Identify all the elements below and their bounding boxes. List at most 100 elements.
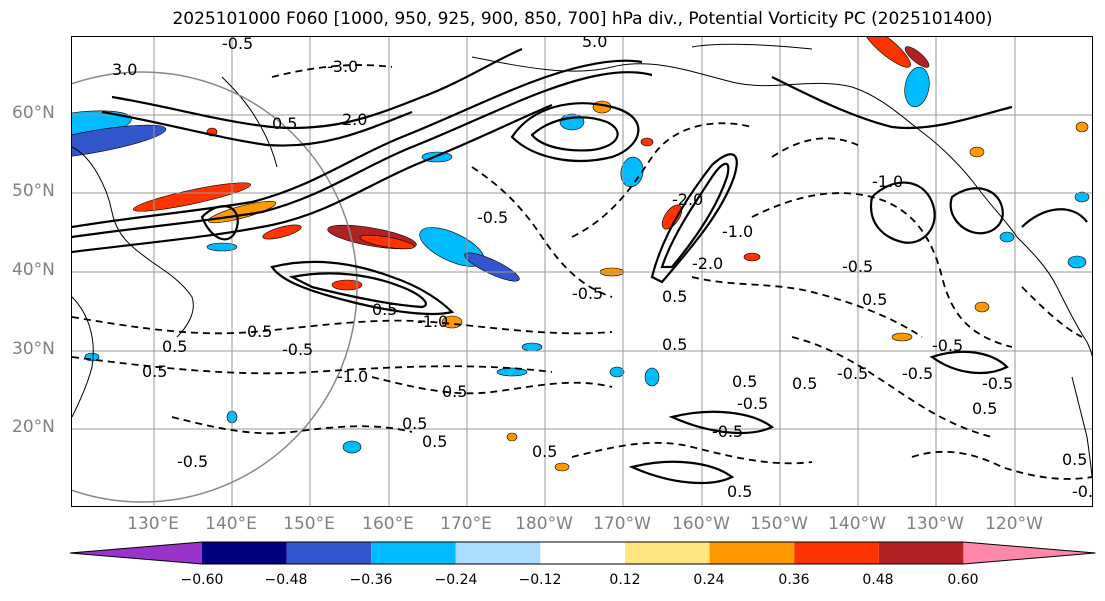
contour-label: -0.5 [712,422,743,441]
colorbar-cell [878,542,964,564]
divergence-blob [506,432,518,442]
contour-label: -0.5 [842,257,873,276]
contour-label: -0.5 [177,452,208,471]
contour-label: 0.5 [142,362,167,381]
contour-label: 0.5 [422,432,447,451]
divergence-blob [640,137,654,147]
lon-label-150w: 150°W [750,514,808,534]
map-title: 2025101000 F060 [1000, 950, 925, 900, 85… [172,9,993,29]
contour-label: 0.5 [402,414,427,433]
contour-label: 0.5 [372,300,397,319]
colorbar-cell [625,542,710,564]
divergence-blob [359,234,415,250]
colorbar-cell [371,542,456,564]
graticule [72,37,1092,506]
lon-label-140w: 140°W [828,514,886,534]
divergence-blob [969,146,985,158]
lon-label-180w: 180°W [515,514,573,534]
divergence-blob [207,200,277,224]
lon-label-170e: 170°E [440,514,492,534]
contour-label: -0.5 [982,374,1013,393]
divergence-blob [132,182,252,212]
contour-label: -1.0 [722,222,753,241]
lon-label-160w: 160°W [672,514,730,534]
colorbar-cell [540,542,625,564]
lat-label-30n: 30°N [12,339,55,359]
colorbar-tick: −0.48 [264,572,308,588]
contour-label: 0.5 [792,374,817,393]
lat-label-60n: 60°N [12,103,55,123]
contour-label: 0.5 [247,322,272,341]
colorbar-tick: −0.36 [349,572,393,588]
contour-label: -2.0 [672,190,703,209]
lat-label-20n: 20°N [12,417,55,437]
divergence-blob [904,66,930,108]
contour-label: -0.5 [477,208,508,227]
divergence-blob [496,367,528,377]
colorbar-cell [70,542,202,564]
colorbar-cell [455,542,541,564]
contour-label: 0.5 [662,335,687,354]
contour-label: 0.5 [862,290,887,309]
divergence-blob [1075,121,1089,133]
colorbar-tick: −0.24 [434,572,478,588]
divergence-blob [891,332,913,342]
contour-label: -0.5 [282,340,313,359]
colorbar-cell [794,542,879,564]
colorbar-cell [202,542,287,564]
contour-label: 2.0 [342,110,367,129]
colorbar-tick: 0.60 [947,572,979,588]
contour-label: -0.5 [222,37,253,53]
lon-label-150e: 150°E [283,514,335,534]
divergence-fill-layer [72,37,1090,472]
contour-label: -3.0 [327,57,358,76]
colorbar-cell [963,542,1096,564]
lon-label-120w: 120°W [985,514,1043,534]
divergence-blob [464,252,520,282]
divergence-blob [974,301,990,313]
contour-label: -2.0 [692,254,723,273]
pv-contours-dashed [72,64,1092,480]
colorbar-cell [286,542,372,564]
contour-label: 3.0 [112,60,137,79]
divergence-blob [331,279,363,291]
colorbar [70,541,1096,565]
divergence-blob [863,37,911,68]
contour-label: -0.5 [932,336,963,355]
lon-label-160e: 160°E [362,514,414,534]
contour-label: 0.5 [727,482,752,501]
contour-label: 0.5 [532,442,557,461]
divergence-blob [206,242,238,252]
divergence-blob [342,440,362,454]
contour-label: 0.5 [972,399,997,418]
lon-label-140e: 140°E [205,514,257,534]
divergence-blob [743,252,761,262]
lon-label-130e: 130°E [127,514,179,534]
map-field-layer: -0.5 3.0 -3.0 5.0 2.0 0.5 -1.0 0.5 -0.5 -2.0 0.5 -1… [72,37,1093,506]
lat-label-50n: 50°N [12,181,55,201]
divergence-blob [1067,255,1087,269]
contour-label: -0.5 [902,364,933,383]
divergence-blob [72,124,167,160]
divergence-blob [521,342,543,352]
divergence-blob [1074,191,1090,203]
contour-label-layer: -0.5 3.0 -3.0 5.0 2.0 0.5 -1.0 0.5 -0.5 -2.0 0.5 -1… [112,37,1093,501]
contour-label: 0.5 [1062,450,1087,469]
colorbar-tick: 0.24 [693,572,725,588]
lon-label-170w: 170°W [593,514,651,534]
contour-label: -0.5 [837,364,868,383]
contour-label: -0.5 [572,284,603,303]
colorbar-cell [709,542,795,564]
contour-label: -0.5 [1072,482,1093,501]
map-panel[interactable]: -0.5 3.0 -3.0 5.0 2.0 0.5 -1.0 0.5 -0.5 -2.0 0.5 -1… [71,36,1093,507]
divergence-blob [609,366,625,378]
colorbar-tick: 0.48 [862,572,894,588]
divergence-blob [262,224,302,240]
contour-label: 5.0 [582,37,607,51]
projection-circle [72,71,358,503]
contour-label: 0.5 [732,372,757,391]
contour-label: 0.5 [162,337,187,356]
lon-label-130w: 130°W [906,514,964,534]
divergence-blob [644,367,660,387]
contour-label: 0.5 [662,287,687,306]
